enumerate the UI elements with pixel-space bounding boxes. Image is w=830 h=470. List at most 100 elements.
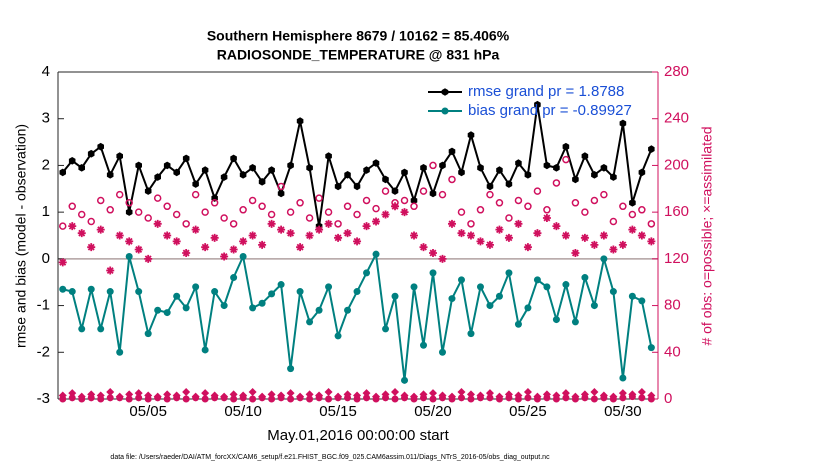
point xyxy=(609,288,617,296)
point xyxy=(134,245,143,254)
point xyxy=(344,171,351,179)
point xyxy=(78,164,85,172)
point xyxy=(229,390,238,399)
point xyxy=(447,392,456,401)
point xyxy=(220,252,229,261)
point xyxy=(258,240,267,249)
point xyxy=(191,392,200,401)
point xyxy=(619,202,627,211)
point xyxy=(381,390,390,399)
point xyxy=(628,292,636,300)
y2-tick-label: 0 xyxy=(664,390,672,407)
x-tick-label: 05/05 xyxy=(129,403,167,420)
point xyxy=(562,155,570,164)
point xyxy=(97,325,105,333)
point xyxy=(381,210,390,219)
point xyxy=(619,374,627,382)
point xyxy=(268,395,276,403)
point xyxy=(325,395,333,403)
point xyxy=(438,391,447,400)
point xyxy=(249,164,256,172)
point xyxy=(258,299,266,307)
point xyxy=(315,306,323,314)
point xyxy=(533,187,542,195)
point xyxy=(353,210,361,219)
point xyxy=(153,194,162,202)
point xyxy=(68,288,76,296)
point xyxy=(466,231,475,240)
point xyxy=(571,199,580,207)
point xyxy=(97,142,104,151)
x-tick-label: 05/30 xyxy=(604,403,642,420)
point xyxy=(106,206,114,214)
point xyxy=(647,220,656,228)
point xyxy=(144,214,152,222)
point xyxy=(135,288,143,296)
point xyxy=(267,390,276,399)
point xyxy=(125,208,133,216)
point xyxy=(68,394,76,402)
point xyxy=(429,189,437,198)
point xyxy=(286,208,295,216)
point xyxy=(628,210,637,219)
point xyxy=(163,161,171,170)
point xyxy=(334,392,343,401)
point xyxy=(154,173,161,181)
point xyxy=(400,208,409,217)
point xyxy=(239,253,247,261)
point xyxy=(619,119,627,128)
point xyxy=(504,390,513,399)
point xyxy=(106,288,114,296)
point xyxy=(466,390,475,399)
point xyxy=(382,325,390,333)
point xyxy=(628,390,637,399)
point xyxy=(618,240,627,249)
point xyxy=(561,389,570,398)
point xyxy=(410,202,418,211)
point xyxy=(239,391,248,400)
point xyxy=(372,217,381,226)
point xyxy=(229,220,238,228)
point xyxy=(485,240,494,249)
point xyxy=(372,204,380,213)
point xyxy=(134,208,143,216)
point xyxy=(172,237,181,246)
point xyxy=(542,213,551,222)
point xyxy=(581,274,589,282)
point xyxy=(277,189,285,198)
point xyxy=(135,161,142,170)
point xyxy=(87,149,95,158)
point xyxy=(296,117,304,125)
point xyxy=(172,391,181,400)
point xyxy=(201,395,209,403)
x-tick-label: 05/20 xyxy=(414,403,452,420)
point xyxy=(334,233,343,242)
point xyxy=(296,288,304,296)
point xyxy=(277,281,285,289)
legend-label: bias grand pr = -0.89927 xyxy=(468,102,632,119)
point xyxy=(286,229,295,238)
point xyxy=(477,164,484,172)
point xyxy=(448,175,456,184)
point xyxy=(68,202,76,211)
y-tick-label: 3 xyxy=(42,110,50,127)
x-axis-label: May.01,2016 00:00:00 start xyxy=(267,427,449,444)
point xyxy=(476,283,484,291)
point xyxy=(609,217,618,226)
point xyxy=(648,145,655,153)
point xyxy=(296,243,305,252)
point xyxy=(618,389,627,398)
point xyxy=(59,285,67,293)
point xyxy=(401,168,408,177)
point xyxy=(191,190,200,199)
point xyxy=(182,249,191,258)
point xyxy=(353,288,361,296)
y2-tick-label: 280 xyxy=(664,63,689,80)
point xyxy=(647,237,656,246)
point xyxy=(201,389,210,398)
point xyxy=(419,187,428,195)
point xyxy=(458,168,465,177)
point xyxy=(277,225,286,234)
point xyxy=(599,391,608,400)
point xyxy=(287,365,295,373)
